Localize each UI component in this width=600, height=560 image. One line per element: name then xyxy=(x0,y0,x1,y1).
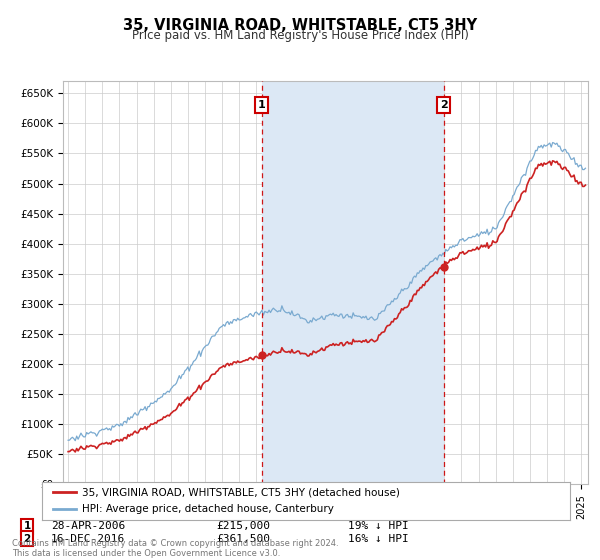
Text: 35, VIRGINIA ROAD, WHITSTABLE, CT5 3HY (detached house): 35, VIRGINIA ROAD, WHITSTABLE, CT5 3HY (… xyxy=(82,487,400,497)
Text: 35, VIRGINIA ROAD, WHITSTABLE, CT5 3HY: 35, VIRGINIA ROAD, WHITSTABLE, CT5 3HY xyxy=(123,18,477,33)
Text: HPI: Average price, detached house, Canterbury: HPI: Average price, detached house, Cant… xyxy=(82,504,334,514)
Text: 2: 2 xyxy=(440,100,448,110)
Text: £361,500: £361,500 xyxy=(216,534,270,544)
Text: 19% ↓ HPI: 19% ↓ HPI xyxy=(348,521,409,531)
Text: 16% ↓ HPI: 16% ↓ HPI xyxy=(348,534,409,544)
Text: Price paid vs. HM Land Registry's House Price Index (HPI): Price paid vs. HM Land Registry's House … xyxy=(131,29,469,42)
Text: 1: 1 xyxy=(258,100,266,110)
Text: 1: 1 xyxy=(23,521,31,531)
Text: 2: 2 xyxy=(23,534,31,544)
Bar xyxy=(262,81,443,484)
Text: 16-DEC-2016: 16-DEC-2016 xyxy=(51,534,125,544)
Text: 28-APR-2006: 28-APR-2006 xyxy=(51,521,125,531)
Text: Contains HM Land Registry data © Crown copyright and database right 2024.
This d: Contains HM Land Registry data © Crown c… xyxy=(12,539,338,558)
Text: £215,000: £215,000 xyxy=(216,521,270,531)
